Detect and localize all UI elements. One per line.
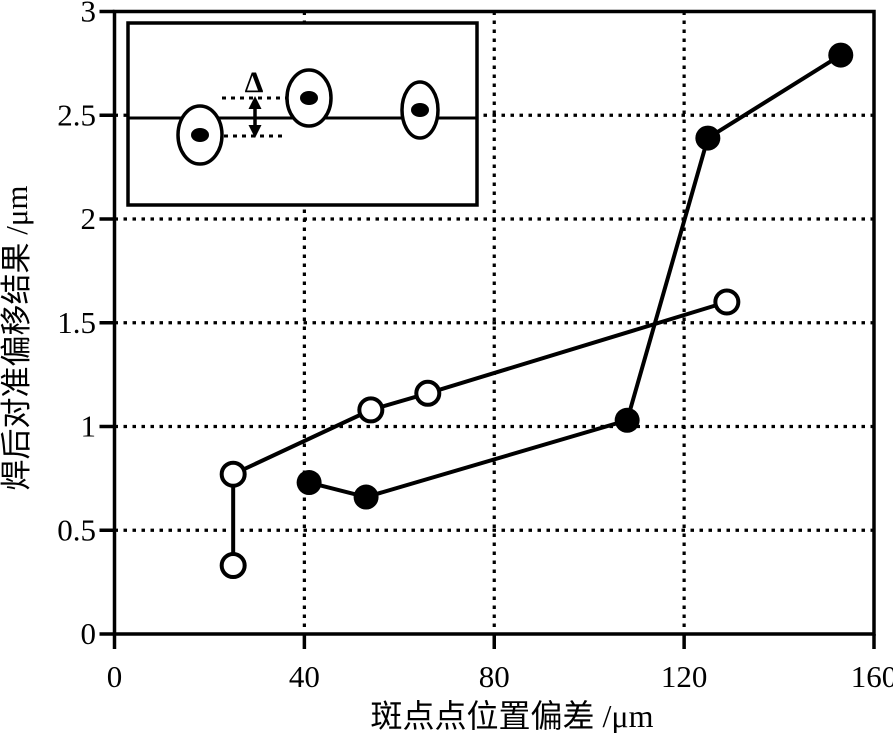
series-open-circle-series <box>219 288 741 580</box>
inset-arrowhead-down-icon <box>248 125 262 138</box>
y-axis-label: 焊后对准偏移结果 /μm <box>0 185 34 490</box>
x-tick-label: 40 <box>289 659 320 694</box>
y-tick-label: 0 <box>81 616 97 651</box>
x-tick-label: 80 <box>479 659 510 694</box>
x-tick-label: 160 <box>851 659 893 694</box>
data-point-open-circle <box>219 552 247 580</box>
data-point-open-circle <box>219 460 247 488</box>
data-point-filled-circle <box>296 470 322 496</box>
data-point-open-circle <box>357 396 385 424</box>
inset-delta-label: Δ <box>245 66 264 99</box>
data-point-filled-circle <box>353 484 379 510</box>
y-tick-label: 1.5 <box>57 305 96 340</box>
inset-spot-center-dot <box>191 128 209 142</box>
inset-diagram: Δ <box>126 21 479 207</box>
y-tick-label: 2.5 <box>57 97 96 132</box>
y-tick-label: 0.5 <box>57 512 96 547</box>
x-axis-label: 斑点点位置偏差 /μm <box>371 698 654 733</box>
inset-arrowhead-up-icon <box>248 96 262 109</box>
data-point-filled-circle <box>695 125 721 151</box>
data-point-open-circle <box>414 379 442 407</box>
inset-spot-center-dot <box>411 103 429 117</box>
inset-spot-center-dot <box>300 91 318 105</box>
series-filled-circle-series <box>296 42 854 510</box>
data-point-filled-circle <box>614 407 640 433</box>
data-point-filled-circle <box>828 42 854 68</box>
y-tick-label: 3 <box>81 0 97 29</box>
x-axis: 0 40 80 120 160 <box>107 634 893 694</box>
series-line <box>231 300 728 566</box>
x-tick-label: 120 <box>661 659 708 694</box>
y-tick-label: 2 <box>81 201 97 236</box>
data-point-open-circle <box>713 288 741 316</box>
x-tick-label: 0 <box>107 659 123 694</box>
y-axis: 0 0.5 1 1.5 2 2.5 3 <box>57 0 115 651</box>
y-tick-label: 1 <box>81 409 97 444</box>
